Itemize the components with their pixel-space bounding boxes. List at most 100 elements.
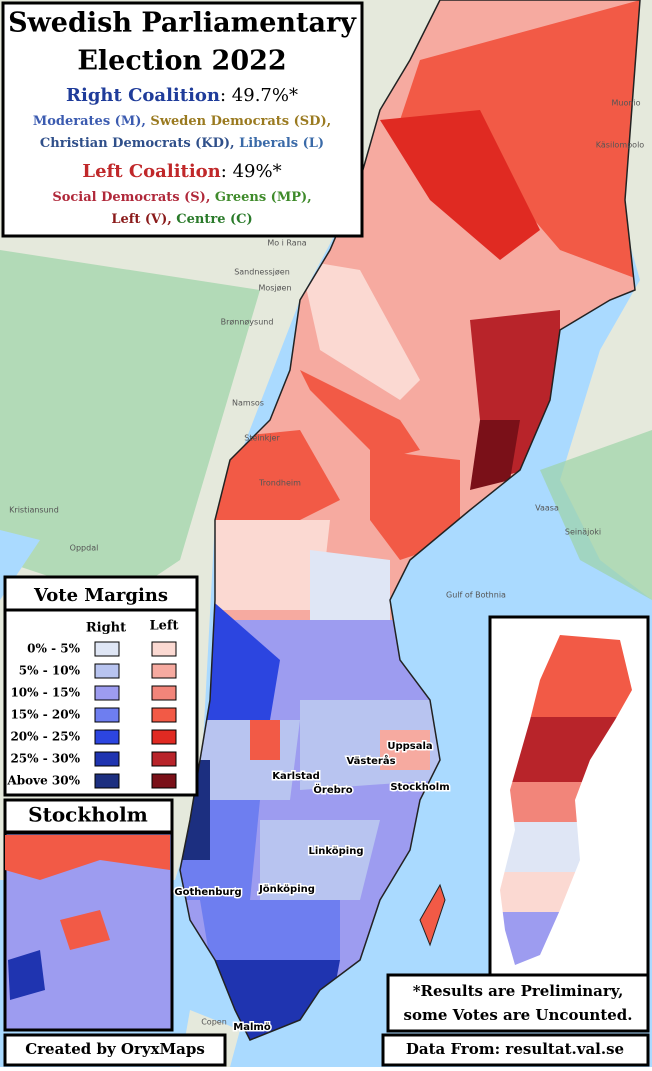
legend-label: 20% - 25%	[10, 730, 80, 744]
city-label: Stockholm	[390, 782, 449, 793]
swatch	[94, 773, 120, 789]
note: *Results are Preliminary,	[413, 982, 624, 1000]
city-label: Örebro	[313, 782, 352, 796]
swatch	[151, 751, 177, 767]
city-label: Uppsala	[387, 741, 432, 752]
region	[380, 110, 540, 260]
legend-label: 25% - 30%	[10, 752, 80, 766]
title: Election 2022	[77, 46, 286, 77]
swatch	[151, 663, 177, 679]
city-label: Linköping	[308, 846, 363, 857]
basemap-label: Gulf of Bothnia	[446, 591, 506, 600]
gotland	[419, 883, 446, 947]
legend-header: Left	[149, 619, 178, 634]
region	[200, 590, 280, 720]
region	[60, 910, 110, 950]
basemap-label: Vaasa	[535, 504, 559, 513]
title: Swedish Parliamentary	[8, 8, 357, 39]
region	[400, 0, 640, 280]
legend-label: 5% - 10%	[19, 664, 81, 678]
legend-label: 15% - 20%	[10, 708, 80, 722]
region	[210, 960, 340, 1040]
swatch	[151, 707, 177, 723]
forest	[540, 430, 652, 600]
region	[370, 450, 460, 560]
basemap-label: Trondheim	[258, 479, 301, 488]
credit: Created by OryxMaps	[25, 1040, 205, 1058]
region	[250, 720, 280, 760]
basemap-label: Namsos	[232, 399, 264, 408]
region	[8, 950, 45, 1000]
region	[300, 260, 420, 400]
sweden-outline	[179, 0, 641, 1041]
party: Centre (C)	[172, 212, 253, 227]
basemap-label: Muonio	[611, 99, 640, 108]
city-label: Västerås	[346, 754, 395, 767]
party: Moderates (M),	[33, 114, 146, 129]
swatch	[151, 641, 177, 657]
coalition-result: : 49%*	[221, 161, 282, 182]
party: Christian Democrats (KD),	[40, 136, 235, 151]
swatch	[151, 773, 177, 789]
city-label: Gothenburg	[174, 887, 241, 898]
party: Greens (MP),	[210, 190, 311, 205]
basemap-label: Mo i Rana	[267, 239, 306, 248]
region	[5, 835, 170, 880]
note-box	[386, 973, 650, 1033]
party-line: Christian Democrats (KD), Liberals (L)	[40, 136, 324, 151]
forest	[0, 250, 260, 600]
region	[200, 520, 330, 610]
legend-header: Right	[86, 621, 126, 636]
swatch	[94, 641, 120, 657]
party-line: Social Democrats (S), Greens (MP),	[52, 190, 311, 205]
party: Social Democrats (S),	[52, 190, 210, 205]
basemap-label: Mosjøen	[258, 284, 291, 293]
party: Left (V),	[111, 212, 171, 227]
basemap-label: Steinkjer	[244, 434, 280, 443]
coalition-heading: Right Coalition: 49.7%*	[66, 85, 298, 106]
title-box	[1, 1, 364, 238]
basemap-label: Sandnessjøen	[234, 268, 290, 277]
party: Liberals (L)	[235, 136, 324, 151]
note: some Votes are Uncounted.	[404, 1006, 633, 1024]
basemap-label: Brønnøysund	[221, 318, 274, 327]
party-line: Moderates (M), Sweden Democrats (SD),	[33, 114, 331, 129]
party: Sweden Democrats (SD),	[146, 114, 331, 129]
region	[380, 730, 430, 770]
region	[260, 820, 380, 900]
basemap-label: Kristiansund	[9, 506, 59, 515]
inset-title: Stockholm	[28, 803, 148, 827]
coalition-name: Right Coalition	[66, 85, 220, 106]
basemap-label: Oppdal	[70, 544, 99, 553]
credit-box	[3, 1033, 227, 1067]
source: Data From: resultat.val.se	[406, 1040, 624, 1058]
swatch	[151, 685, 177, 701]
legend-label: 10% - 15%	[10, 686, 80, 700]
basemap-label: Seinäjoki	[565, 528, 601, 537]
coalition-heading: Left Coalition: 49%*	[82, 161, 281, 182]
basemap-label: Käsilompolo	[596, 141, 645, 150]
region	[310, 550, 390, 640]
legend-title: Vote Margins	[33, 585, 168, 606]
region	[200, 900, 340, 960]
swatch	[94, 685, 120, 701]
city-label: Karlstad	[272, 771, 320, 782]
swatch	[94, 729, 120, 745]
legend-label: Above 30%	[6, 774, 80, 788]
region	[470, 420, 520, 490]
coalition-name: Left Coalition	[82, 161, 220, 182]
inset-title-box	[3, 798, 174, 834]
swatch	[94, 663, 120, 679]
coalition-result: : 49.7%*	[220, 85, 298, 106]
swatch	[94, 707, 120, 723]
party-line: Left (V), Centre (C)	[111, 212, 252, 227]
source-box	[381, 1033, 650, 1067]
region	[300, 370, 420, 460]
basemap-label: Copen	[201, 1018, 227, 1027]
legend-label: 0% - 5%	[27, 642, 80, 656]
city-label: Jönköping	[258, 884, 315, 895]
swatch	[94, 751, 120, 767]
city-label: Malmö	[233, 1022, 271, 1033]
swatch	[151, 729, 177, 745]
